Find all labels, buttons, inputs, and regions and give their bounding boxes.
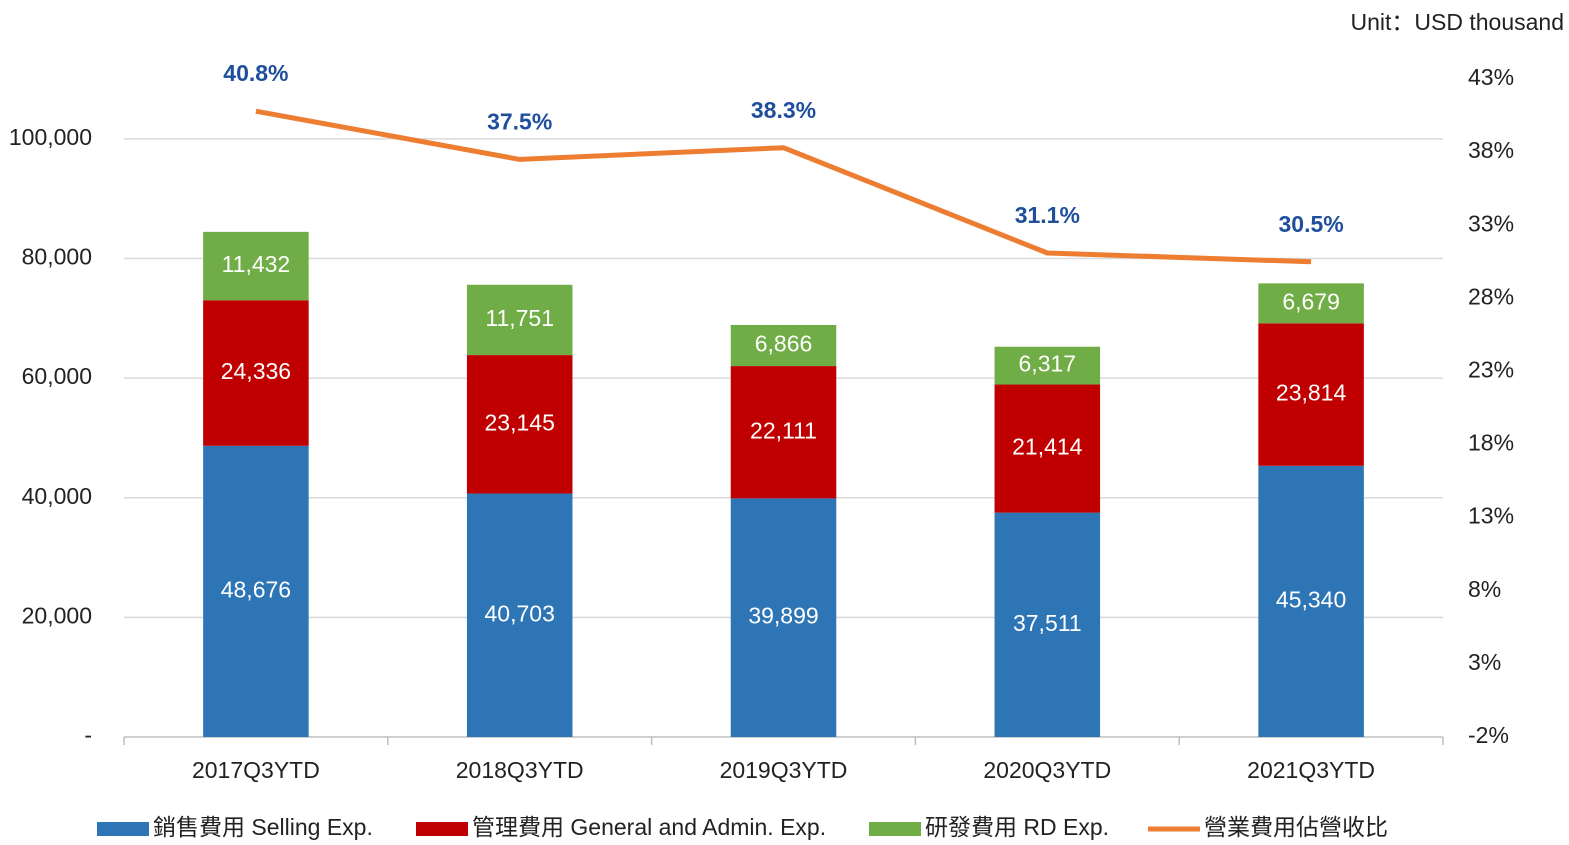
bar-value-label: 37,511 bbox=[1013, 610, 1082, 636]
bar-value-label: 11,751 bbox=[485, 305, 554, 331]
bar-segment bbox=[466, 493, 573, 737]
bar-value-label: 45,340 bbox=[1276, 586, 1346, 612]
legend-swatch bbox=[97, 822, 149, 836]
bar-segment bbox=[730, 366, 837, 499]
bar-value-label: 6,317 bbox=[1019, 351, 1077, 377]
bar-segment bbox=[730, 498, 837, 737]
legend-label: 銷售費用 Selling Exp. bbox=[153, 814, 373, 840]
bar-segment bbox=[203, 231, 309, 301]
bar-segment bbox=[1258, 283, 1364, 324]
legend-swatch bbox=[416, 822, 468, 836]
line-value-label: 37.5% bbox=[487, 109, 552, 135]
bar-value-label: 6,679 bbox=[1282, 288, 1340, 314]
legend-label: 研發費用 RD Exp. bbox=[925, 814, 1109, 840]
x-tick-label: 2021Q3YTD bbox=[1247, 757, 1375, 783]
bar-value-label: 23,145 bbox=[485, 409, 555, 435]
bar-segment bbox=[203, 300, 309, 446]
bar-value-label: 22,111 bbox=[750, 417, 817, 443]
line-value-label: 30.5% bbox=[1278, 211, 1343, 237]
bar-segment bbox=[730, 324, 837, 367]
bar-segment bbox=[466, 284, 573, 356]
y2-tick-label: -2% bbox=[1468, 722, 1509, 748]
y-tick-label: - bbox=[84, 722, 92, 748]
y-tick-label: 20,000 bbox=[22, 602, 92, 628]
y2-tick-label: 13% bbox=[1468, 503, 1514, 529]
y-tick-label: 80,000 bbox=[22, 244, 92, 270]
bar-value-label: 21,414 bbox=[1012, 434, 1083, 460]
x-tick-label: 2020Q3YTD bbox=[983, 757, 1111, 783]
y-tick-label: 60,000 bbox=[22, 363, 92, 389]
bar-value-label: 48,676 bbox=[221, 576, 291, 602]
legend-label: 營業費用佔營收比 bbox=[1204, 814, 1388, 840]
bar-value-label: 6,866 bbox=[755, 331, 813, 357]
line-value-label: 31.1% bbox=[1015, 202, 1080, 228]
line-value-label: 38.3% bbox=[751, 97, 816, 123]
bar-segment bbox=[994, 512, 1101, 737]
y2-tick-label: 8% bbox=[1468, 576, 1501, 602]
y-tick-label: 40,000 bbox=[22, 483, 92, 509]
x-tick-label: 2018Q3YTD bbox=[456, 757, 584, 783]
legend-swatch bbox=[869, 822, 921, 836]
line-series bbox=[255, 108, 1312, 265]
y2-tick-label: 28% bbox=[1468, 283, 1514, 309]
y2-tick-label: 23% bbox=[1468, 357, 1514, 383]
bar-segment bbox=[203, 445, 309, 737]
bar-value-label: 11,432 bbox=[222, 251, 291, 277]
bar-segment bbox=[1258, 465, 1364, 737]
bar-segment bbox=[466, 355, 573, 494]
legend-label: 管理費用 General and Admin. Exp. bbox=[472, 814, 826, 840]
bar-segment bbox=[1258, 323, 1364, 466]
y-tick-label: 100,000 bbox=[9, 124, 92, 150]
y2-tick-label: 3% bbox=[1468, 649, 1501, 675]
bar-segment bbox=[994, 346, 1101, 385]
bar-value-label: 24,336 bbox=[221, 358, 291, 384]
x-tick-label: 2019Q3YTD bbox=[720, 757, 848, 783]
line-value-label: 40.8% bbox=[223, 60, 288, 86]
bar-value-label: 40,703 bbox=[485, 600, 555, 626]
y2-tick-label: 38% bbox=[1468, 137, 1514, 163]
bar-value-label: 23,814 bbox=[1276, 380, 1347, 406]
bar-value-label: 39,899 bbox=[748, 603, 818, 629]
y2-tick-label: 33% bbox=[1468, 210, 1514, 236]
y2-tick-label: 18% bbox=[1468, 430, 1514, 456]
x-tick-label: 2017Q3YTD bbox=[192, 757, 320, 783]
bar-segment bbox=[994, 384, 1101, 513]
unit-note: Unit：USD thousand bbox=[1351, 9, 1565, 35]
y2-tick-label: 43% bbox=[1468, 64, 1514, 90]
